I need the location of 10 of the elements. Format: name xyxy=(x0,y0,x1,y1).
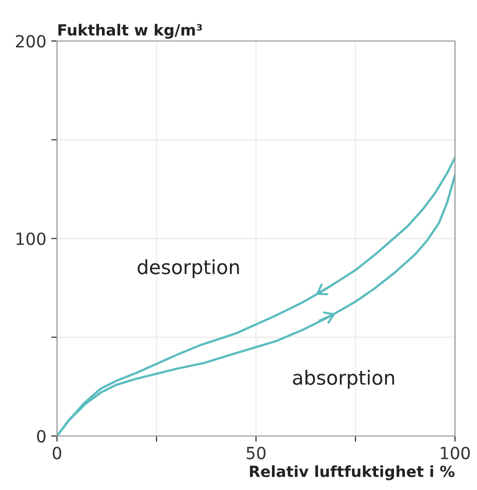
x-axis-title: Relativ luftfuktighet i % xyxy=(250,465,455,480)
y-tick-label: 0 xyxy=(37,430,46,443)
annotation: desorption xyxy=(138,259,239,278)
x-tick-label: 50 xyxy=(246,446,266,460)
y-tick-label: 100 xyxy=(16,232,46,246)
x-tick-label: 100 xyxy=(440,446,470,460)
x-tick-label: 0 xyxy=(52,446,62,460)
chart-title: Fukthalt w kg/m³ xyxy=(58,24,202,39)
y-tick-label: 200 xyxy=(16,34,46,48)
annotation: absorption xyxy=(292,370,394,389)
